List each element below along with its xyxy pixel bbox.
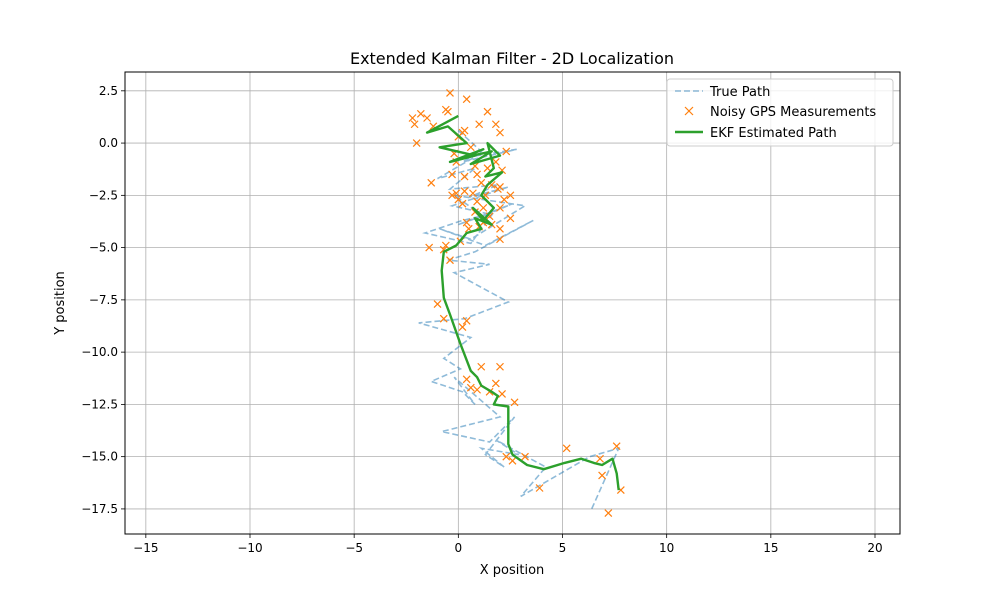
legend-box [666,78,894,147]
y-tick-label: 0.0 [99,136,118,150]
y-tick-label: −17.5 [81,502,118,516]
gps-measurement-point [448,170,457,179]
gps-measurement-point [473,170,482,179]
gps-measurement-point [473,385,482,394]
gps-measurement-point [475,120,484,129]
gps-measurement-point [479,203,488,212]
gps-measurement-point [562,444,571,453]
gps-measurement-point [460,187,469,196]
legend-label-ekf-path: EKF Estimated Path [710,126,837,141]
gps-measurement-point [408,114,417,122]
gps-measurement-point [500,195,509,204]
gps-measurement-point [410,120,419,129]
gps-measurement-point [498,390,507,398]
y-tick-label: −7.5 [89,293,118,307]
gps-measurement-point [493,185,502,193]
x-tick-label: −15 [133,541,158,555]
gps-measurement-point [446,256,454,265]
gps-measurement-point [506,214,515,223]
gps-measurement-point [466,143,475,152]
gps-measurement-point [458,323,467,331]
gps-measurement-point [458,199,467,208]
x-tick-label: 0 [455,541,463,555]
gps-measurement-point [535,484,544,492]
gps-measurement-point [460,172,469,181]
gps-measurement-point [412,139,421,148]
gps-measurement-point [443,107,452,116]
y-tick-label: −15.0 [81,450,118,464]
gps-measurement-point [473,197,482,206]
gps-measurement-point [448,191,457,200]
gps-measurement-point [466,383,475,392]
gps-measurement-point [496,362,504,371]
gps-measurement-point [416,109,425,118]
y-tick-label: −2.5 [89,188,118,202]
gps-measurement-point [483,107,492,116]
gps-measurement-point [427,178,436,187]
x-tick-label: −10 [237,541,262,555]
gps-measurement-point [598,471,607,480]
gps-measurement-point [510,398,519,407]
gps-measurement-point [462,95,471,104]
gps-measurement-point [496,203,504,212]
y-tick-label: −5.0 [89,241,118,255]
gps-measurement-point [502,452,511,461]
x-tick-label: 5 [559,541,567,555]
ekf-estimated-path-line [425,114,620,491]
gps-measurement-point [425,243,434,252]
axis-ticks: −15 −10 −5 0 5 10 15 20 2.5 0.0 −2.5 −5.0 −7.5 −10.0 −… [81,84,882,555]
gps-measurement-point [462,316,471,325]
gps-measurement-point [433,300,442,308]
gps-measurement-point [477,178,486,187]
legend-label-true-path: True Path [709,85,770,100]
y-tick-label: −10.0 [81,345,118,359]
axes-frame [124,71,901,535]
gps-measurement-point [506,191,515,200]
gps-measurement-point [496,224,504,233]
gps-measurement-point [491,120,500,129]
gps-measurement-point [423,114,432,122]
gps-measurement-point [458,128,467,137]
legend-label-gps-measurements: Noisy GPS Measurements [710,105,876,120]
chart-title: Extended Kalman Filter - 2D Localization [350,49,674,68]
gps-measurement-point [477,362,486,371]
gps-measurement-point [452,189,461,198]
y-tick-label: 2.5 [99,84,118,98]
gps-measurement-point [508,456,517,465]
gps-measurement-point [502,147,511,156]
legend-swatch-gps-measurements [684,106,694,116]
gps-measurement-point [496,235,504,244]
gps-measurement-point [462,375,471,384]
x-tick-label: 15 [763,541,778,555]
gps-measurement-point [462,218,471,227]
gps-measurement-point [521,452,529,461]
gps-measurement-point [496,128,504,137]
y-tick-label: −12.5 [81,397,118,411]
x-tick-label: 20 [867,541,882,555]
x-tick-label: −5 [345,541,363,555]
gps-measurement-point [468,189,477,198]
x-axis-label: X position [480,563,545,578]
gps-measurement-point [439,245,448,254]
gps-measurement-point [439,314,448,323]
y-axis-label: Y position [53,271,68,336]
plot-area [408,88,625,518]
legend: True Path Noisy GPS Measurements EKF Est… [666,78,894,147]
x-tick-label: 10 [659,541,674,555]
gps-measurement-point [596,454,604,463]
gps-measurement-point [604,509,613,518]
gps-measurement-point [441,241,450,250]
gps-measurement-point [612,442,621,451]
gps-measurement-point [491,379,500,388]
gps-measurement-point [446,88,454,97]
